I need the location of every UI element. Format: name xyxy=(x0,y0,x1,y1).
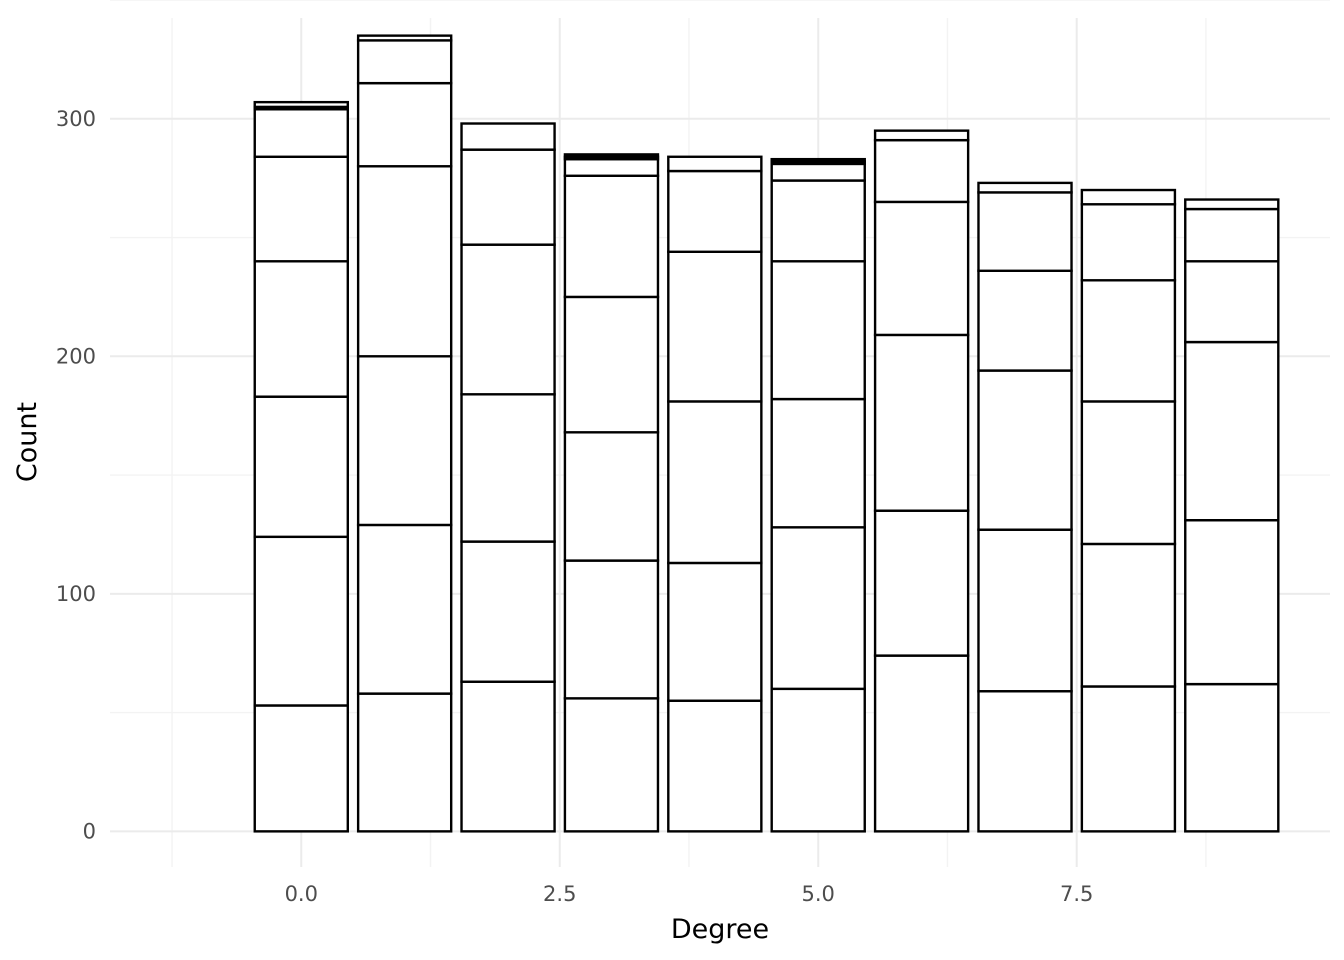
bar-segment-4-4 xyxy=(667,169,763,253)
bar-segment-4-3 xyxy=(667,250,763,403)
bar-segment-1-6 xyxy=(356,34,453,42)
bar-segment-2-4 xyxy=(460,148,556,246)
x-tick-label: 0.0 xyxy=(285,882,318,906)
bar-segment-2-0 xyxy=(460,680,556,833)
bar-segment-5-7 xyxy=(770,157,866,163)
bar-segment-5-1 xyxy=(770,526,866,691)
bar-segment-7-1 xyxy=(977,528,1073,693)
bar-segment-8-5 xyxy=(1080,188,1177,206)
bar-segment-5-5 xyxy=(770,162,866,182)
bar-segment-0-4 xyxy=(253,155,349,263)
bar-segment-6-3 xyxy=(873,200,970,337)
bar-segment-6-5 xyxy=(873,129,970,142)
bar-segment-6-4 xyxy=(873,138,970,204)
bar-segment-7-2 xyxy=(977,369,1073,531)
bar-segment-3-1 xyxy=(563,559,660,700)
bar-segment-5-3 xyxy=(770,260,866,401)
bar-segment-1-3 xyxy=(356,165,453,358)
y-tick-label: 200 xyxy=(56,344,96,368)
bar-segment-0-1 xyxy=(253,535,349,707)
bar-segment-8-4 xyxy=(1080,203,1177,282)
bar-segment-1-0 xyxy=(356,692,453,833)
bar-segment-9-2 xyxy=(1184,340,1280,522)
bar-segment-0-5 xyxy=(253,108,349,158)
bar-segment-9-0 xyxy=(1184,682,1280,833)
bar-segment-7-5 xyxy=(977,181,1073,194)
bar-segment-0-2 xyxy=(253,395,349,539)
bar-segment-5-2 xyxy=(770,397,866,529)
bar-segment-1-2 xyxy=(356,355,453,527)
bar-segment-3-7 xyxy=(563,153,660,158)
bar-segment-1-1 xyxy=(356,523,453,695)
bar-segment-0-0 xyxy=(253,704,349,833)
bar-segment-6-0 xyxy=(873,654,970,833)
bar-segment-2-2 xyxy=(460,393,556,543)
y-axis-title: Count xyxy=(12,402,43,482)
bar-segment-2-1 xyxy=(460,540,556,683)
bar-segment-5-4 xyxy=(770,179,866,263)
bar-segment-9-3 xyxy=(1184,260,1280,344)
x-axis-tick-labels: 0.0 2.5 5.0 7.5 xyxy=(285,882,1094,906)
bar-segment-4-5 xyxy=(667,155,763,173)
bar-segment-0-7 xyxy=(253,100,349,109)
y-tick-label: 100 xyxy=(56,582,96,606)
x-tick-label: 5.0 xyxy=(802,882,835,906)
bar-segment-9-5 xyxy=(1184,198,1280,211)
bar-segment-7-3 xyxy=(977,269,1073,372)
x-tick-label: 2.5 xyxy=(543,882,576,906)
bar-segment-3-0 xyxy=(563,697,660,833)
bar-segment-2-3 xyxy=(460,243,556,396)
bar-segments xyxy=(253,34,1280,833)
bar-segment-1-5 xyxy=(356,39,453,85)
y-axis-tick-labels: 0 100 200 300 xyxy=(56,107,96,844)
bar-segment-3-4 xyxy=(563,174,660,299)
bar-segment-1-4 xyxy=(356,81,453,168)
bar-segment-6-1 xyxy=(873,509,970,657)
bar-segment-3-2 xyxy=(563,431,660,562)
bar-segment-8-1 xyxy=(1080,542,1177,688)
bar-segment-6-2 xyxy=(873,333,970,512)
bar-segment-4-0 xyxy=(667,699,763,833)
bar-segment-3-3 xyxy=(563,295,660,434)
bar-segment-3-5 xyxy=(563,157,660,177)
bar-segment-7-4 xyxy=(977,191,1073,272)
bar-segment-7-0 xyxy=(977,690,1073,833)
bar-segment-5-0 xyxy=(770,687,866,833)
x-tick-label: 7.5 xyxy=(1060,882,1093,906)
bar-segment-8-3 xyxy=(1080,279,1177,403)
bar-segment-4-2 xyxy=(667,400,763,565)
bar-segment-4-1 xyxy=(667,561,763,702)
bar-segment-2-5 xyxy=(460,122,556,151)
bar-segment-9-4 xyxy=(1184,207,1280,263)
y-tick-label: 0 xyxy=(83,819,96,843)
bar-segment-9-1 xyxy=(1184,519,1280,686)
x-axis-title: Degree xyxy=(671,914,769,945)
bar-segment-8-2 xyxy=(1080,400,1177,546)
bar-segment-0-3 xyxy=(253,260,349,398)
bar-segment-8-0 xyxy=(1080,685,1177,833)
y-tick-label: 300 xyxy=(56,107,96,131)
